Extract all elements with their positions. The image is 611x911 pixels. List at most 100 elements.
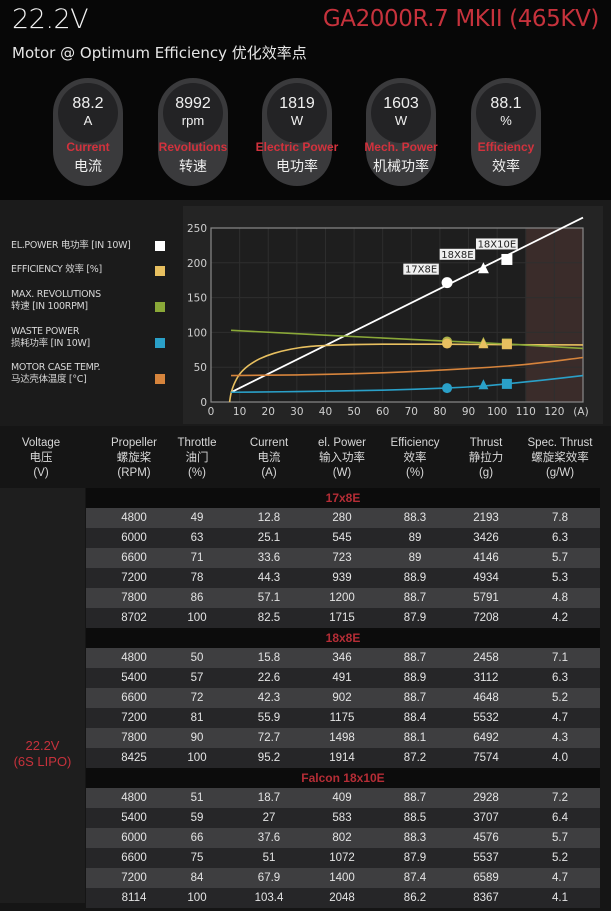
table-row: 4800 50 15.8 346 88.7 2458 7.1 (86, 648, 600, 668)
table-cell: 67.9 (257, 872, 281, 884)
gauge-label-cn: 转速 (179, 158, 207, 174)
gauge-label-en: Electric Power (255, 140, 339, 154)
table-cell: 100 (187, 612, 207, 624)
table-cell: 51 (190, 792, 204, 804)
table-cell: 84 (190, 872, 204, 884)
marker-circle (441, 277, 453, 289)
column-header-en: el. Power (318, 437, 366, 449)
gauge-label-en: Mech. Power (364, 140, 438, 154)
column-header-cn: 油门 (185, 452, 209, 464)
gauge-label-cn: 电流 (74, 158, 102, 174)
gauge-value: 88.2 (72, 95, 104, 112)
column-header-unit: (W) (332, 467, 352, 479)
table-cell: 4648 (473, 692, 499, 704)
x-tick-label: 40 (319, 406, 332, 418)
legend-label: MOTOR CASE TEMP. (11, 362, 101, 373)
table-cell: 7574 (473, 752, 499, 764)
marker-triangle (478, 338, 489, 349)
voltage-cell: 22.2V (6S LIPO) (0, 488, 85, 903)
table-cell: 2458 (473, 652, 499, 664)
column-header-unit: (%) (406, 467, 424, 479)
gauge-unit: A (83, 113, 93, 128)
series-line (228, 343, 584, 403)
series-line (230, 216, 584, 394)
table-cell: 5.7 (552, 832, 568, 844)
marker-label-bg (439, 248, 476, 260)
legend-swatch (155, 266, 165, 276)
table-row: 5400 59 27 583 88.5 3707 6.4 (86, 808, 600, 828)
table-cell: 88.1 (403, 732, 427, 744)
gauge-label-en: Revolutions (158, 140, 228, 154)
table-cell: 88.7 (403, 692, 427, 704)
column-header: el. Power 输入功率 (W) (302, 436, 382, 481)
column-header-cn: 静拉力 (468, 452, 504, 464)
propeller-group-header: 18x8E (86, 628, 600, 648)
table-row: 7200 84 67.9 1400 87.4 6589 4.7 (86, 868, 600, 888)
gauge-dial: 1603 W (371, 83, 431, 143)
table-cell: 8367 (473, 892, 499, 904)
legend-swatch (155, 241, 165, 251)
gauge-current: 88.2 A Current 电流 (53, 78, 123, 186)
table-cell: 2928 (473, 792, 499, 804)
table-cell: 42.3 (257, 692, 281, 704)
table-cell: 87.9 (403, 852, 427, 864)
table-cell: 4576 (473, 832, 499, 844)
table-cell: 4.7 (552, 872, 568, 884)
table-cell: 100 (187, 752, 207, 764)
table-cell: 18.7 (257, 792, 281, 804)
column-header-unit: (g) (478, 467, 494, 479)
table-cell: 4800 (121, 512, 147, 524)
gauge-label-en: Efficiency (477, 140, 535, 154)
legend-item: EFFICIENCY 效率 [%] (11, 264, 102, 276)
marker-label-bg (475, 238, 518, 250)
x-tick-label: 20 (262, 406, 275, 418)
table-cell: 33.6 (257, 552, 281, 564)
table-cell: 4.3 (552, 732, 568, 744)
gauge-dial: 8992 rpm (163, 83, 223, 143)
table-cell: 902 (332, 692, 352, 704)
table-cell: 51 (262, 852, 276, 864)
series-line (231, 374, 584, 394)
column-header-en: Spec. Thrust (527, 437, 593, 449)
x-tick-label: 70 (405, 406, 418, 418)
gauge-value: 1603 (383, 95, 419, 112)
gauge-dial: 88.2 A (58, 83, 118, 143)
table-row: 7200 78 44.3 939 88.9 4934 5.3 (86, 568, 600, 588)
y-tick-label: 0 (200, 397, 207, 409)
legend-label-cn: 马达壳体温度 [°C] (11, 374, 87, 385)
table-cell: 583 (332, 812, 352, 824)
table-cell: 1175 (329, 712, 355, 724)
table-cell: 4.8 (552, 592, 568, 604)
gauge-revolutions: 8992 rpm Revolutions 转速 (158, 78, 228, 186)
legend-item: MOTOR CASE TEMP. 马达壳体温度 [°C] (11, 362, 101, 386)
table-cell: 87.9 (403, 612, 427, 624)
table-cell: 1498 (329, 732, 355, 744)
gauge-unit: % (500, 113, 512, 128)
table-cell: 6600 (121, 552, 147, 564)
table-cell: 409 (332, 792, 352, 804)
table-cell: 59 (190, 812, 204, 824)
legend-label: EL.POWER 电功率 [IN 10W] (11, 240, 131, 251)
table-cell: 3707 (473, 812, 499, 824)
table-row: 7200 81 55.9 1175 88.4 5532 4.7 (86, 708, 600, 728)
chart-panel: 0 50 100 150 200 250 0 10 20 30 40 50 60 70 80 90 100 110… (183, 206, 603, 424)
table-row: 7800 86 57.1 1200 88.7 5791 4.8 (86, 588, 600, 608)
column-header: Current 电流 (A) (229, 436, 309, 481)
marker-circle (442, 338, 453, 349)
column-header-en: Thrust (469, 437, 503, 449)
x-tick-label: (A) (573, 406, 588, 418)
table-row: 8425 100 95.2 1914 87.2 7574 4.0 (86, 748, 600, 768)
table-cell: 6600 (121, 692, 147, 704)
table-cell: 280 (332, 512, 352, 524)
series-line (231, 356, 584, 377)
table-cell: 5.3 (552, 572, 568, 584)
legend-label: EFFICIENCY 效率 [%] (11, 264, 102, 275)
table-cell: 88.7 (403, 592, 427, 604)
table-cell: 88.3 (403, 512, 427, 524)
marker-circle (442, 383, 453, 394)
table-cell: 66 (190, 832, 204, 844)
table-cell: 4800 (121, 792, 147, 804)
table-cell: 4.1 (552, 892, 568, 904)
x-tick-label: 60 (376, 406, 389, 418)
performance-table: Voltage 电压 (V) Propeller 螺旋桨 (RPM) Throttle 油门 (… (0, 426, 611, 911)
